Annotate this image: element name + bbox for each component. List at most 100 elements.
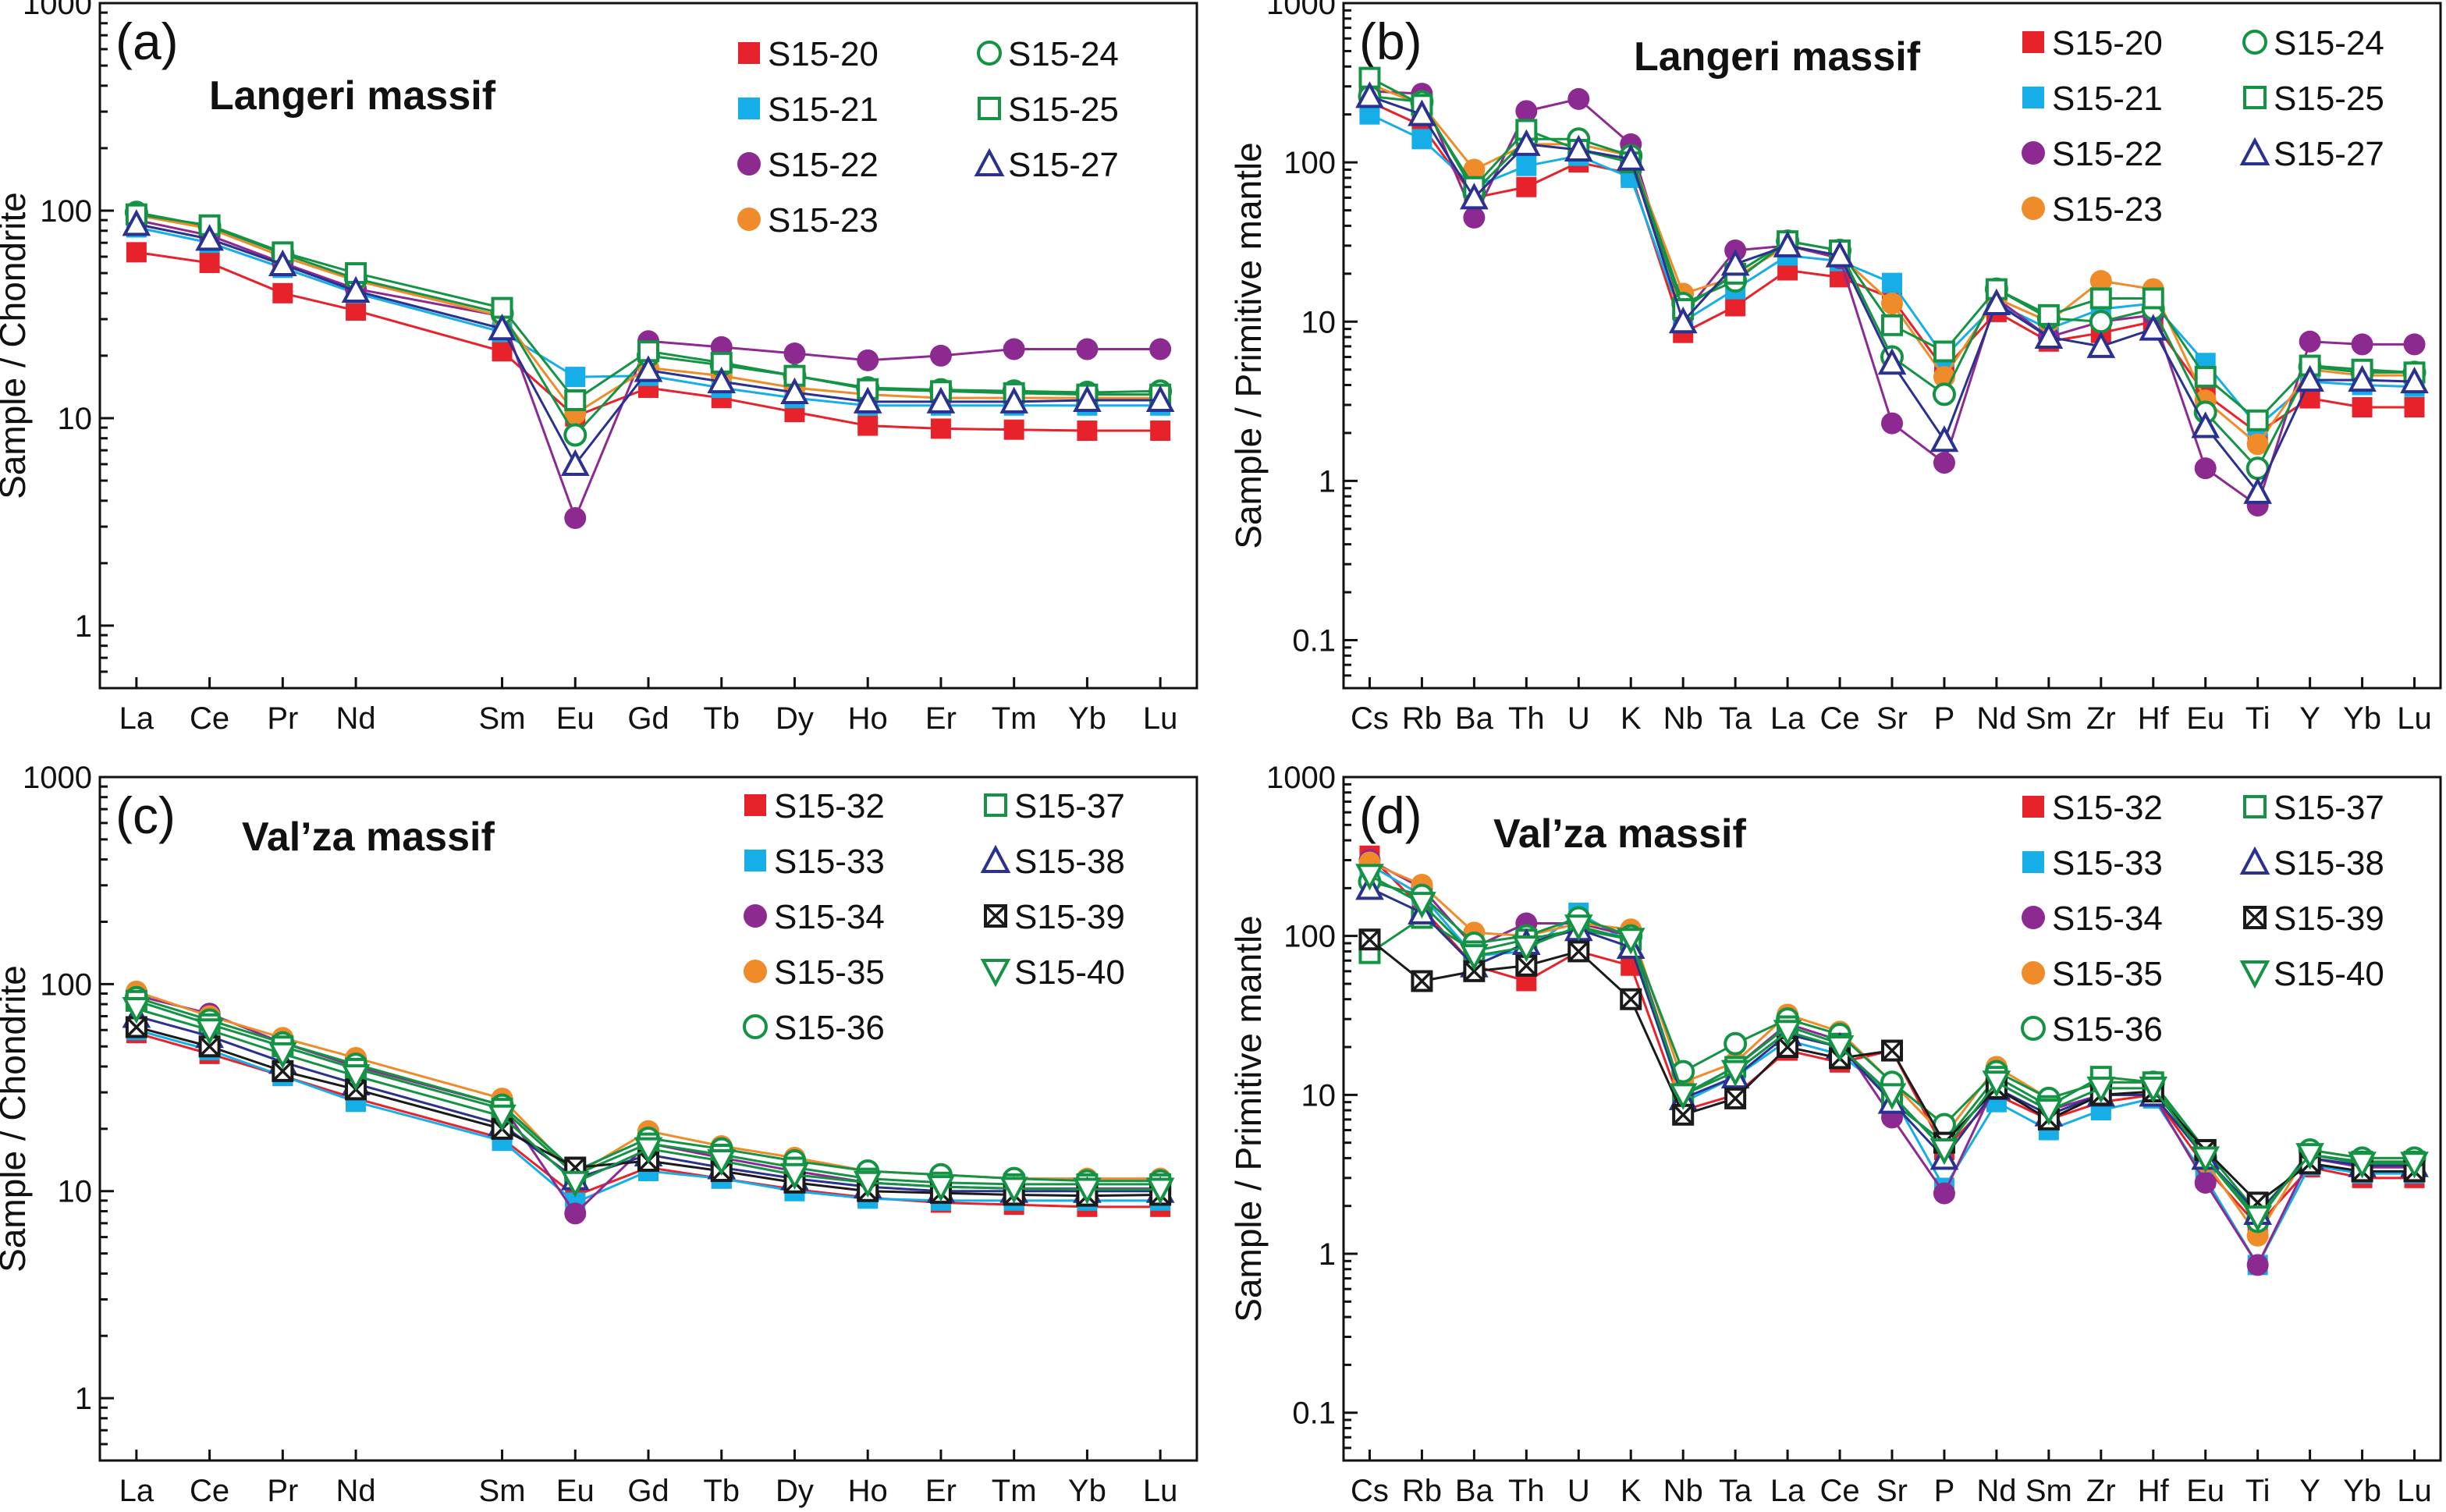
data-point — [929, 344, 952, 367]
x-tick-label: Dy — [776, 701, 814, 736]
data-point — [707, 366, 737, 394]
legend-item: S15-35 — [744, 953, 885, 992]
x-tick-label: Ti — [2245, 1474, 2270, 1508]
y-tick-label: 100 — [1283, 920, 1336, 954]
legend-item: S15-23 — [737, 201, 879, 240]
x-tick-label: Hf — [2138, 701, 2170, 736]
data-point — [2194, 366, 2217, 389]
y-tick-label: 10 — [58, 1175, 93, 1209]
data-point — [2400, 1152, 2429, 1179]
data-point — [1929, 1138, 1959, 1166]
data-point — [857, 415, 879, 436]
data-point — [1076, 338, 1099, 360]
data-point — [1616, 928, 1645, 955]
legend-item: S15-24 — [977, 35, 1119, 73]
data-point — [2299, 330, 2321, 353]
legend-label: S15-25 — [1008, 91, 1119, 129]
data-point — [272, 282, 293, 303]
legend-label: S15-24 — [1008, 35, 1119, 73]
legend-label: S15-36 — [2052, 1010, 2163, 1049]
series-line — [136, 218, 1161, 520]
data-point — [1982, 1070, 2011, 1098]
data-point — [1668, 1083, 1698, 1110]
x-tick-label: Ce — [190, 1474, 229, 1508]
data-point — [1933, 1182, 1955, 1205]
y-tick-label: 10 — [1301, 305, 1337, 339]
series-line — [136, 1007, 1161, 1191]
legend-item: S15-36 — [2021, 1010, 2163, 1049]
x-tick-label: La — [119, 701, 154, 736]
legend-label: S15-33 — [774, 843, 885, 881]
data-point — [2089, 270, 2112, 293]
data-point — [2086, 1076, 2116, 1104]
data-point — [1150, 421, 1171, 442]
x-tick-label: Sm — [479, 1474, 526, 1508]
massif-title: Val’za massif — [242, 815, 495, 860]
legend-item: S15-38 — [2239, 844, 2384, 882]
x-tick-label: Ce — [1819, 701, 1859, 736]
legend-label: S15-23 — [768, 201, 879, 240]
x-tick-label: Ba — [1455, 701, 1494, 736]
data-point — [853, 386, 882, 413]
y-tick-label: 1000 — [23, 0, 92, 21]
data-point — [2034, 321, 2064, 350]
x-tick-label: Sr — [1876, 701, 1908, 736]
data-point — [560, 449, 590, 476]
panel-label: (b) — [1359, 12, 1422, 70]
legend-marker — [984, 793, 1007, 817]
legend-marker — [744, 904, 767, 928]
legend-item: S15-35 — [2022, 955, 2163, 993]
x-tick-label: Ba — [1455, 1474, 1494, 1508]
y-tick-label: 0.1 — [1292, 624, 1336, 658]
data-point — [1564, 134, 1593, 161]
legend-label: S15-25 — [2274, 80, 2384, 118]
x-tick-label: Ta — [1719, 1474, 1752, 1508]
y-axis-label: Sample / Chondrite — [0, 192, 33, 499]
legend-label: S15-40 — [2274, 955, 2384, 993]
data-point — [268, 1042, 297, 1070]
x-tick-label: Th — [1508, 1474, 1545, 1508]
data-point — [1724, 1087, 1747, 1109]
data-point — [1720, 249, 1750, 276]
x-tick-label: Pr — [267, 701, 298, 736]
y-axis-label: Sample / Primitive mantle — [1228, 915, 1269, 1322]
x-tick-label: Sm — [2025, 1474, 2072, 1508]
data-point — [2351, 333, 2373, 356]
x-tick-label: Eu — [2186, 1474, 2224, 1508]
legend-label: S15-27 — [2274, 135, 2384, 173]
data-point — [2352, 397, 2373, 418]
data-point — [1358, 928, 1381, 951]
y-tick-label: 1 — [75, 1382, 92, 1416]
data-point — [346, 300, 367, 321]
chart-panel-3: 1 10 100 1000 La Ce Pr Nd Sm Eu Gd Tb Dy Ho Er Tm Yb Lu Sa… — [0, 761, 1198, 1508]
data-point — [122, 209, 151, 236]
x-tick-label: Dy — [776, 1474, 814, 1508]
legend-label: S15-33 — [2052, 844, 2163, 882]
legend-marker — [980, 959, 1011, 988]
data-point — [564, 389, 587, 411]
legend-label: S15-38 — [2274, 844, 2384, 882]
x-tick-label: Ho — [848, 701, 888, 736]
x-tick-label: Yb — [2343, 1474, 2381, 1508]
data-point — [1516, 155, 1537, 176]
legend-marker — [984, 904, 1007, 928]
data-point — [2089, 310, 2113, 334]
data-point — [1933, 452, 1955, 474]
x-tick-label: K — [1621, 701, 1642, 736]
x-tick-label: Pr — [267, 1474, 298, 1508]
series-line — [136, 1026, 1161, 1198]
data-point — [195, 1018, 224, 1045]
x-tick-label: Ce — [190, 701, 229, 736]
legend-marker — [2239, 960, 2270, 989]
data-point — [930, 418, 951, 439]
data-point — [1668, 307, 1698, 334]
data-point — [1881, 1039, 1903, 1062]
data-point — [565, 367, 586, 388]
y-tick-label: 100 — [1283, 146, 1336, 180]
series-line — [136, 213, 1161, 402]
data-point — [1077, 421, 1098, 442]
x-tick-label: Ta — [1719, 701, 1752, 736]
chart-panel-1: 1 10 100 1000 La Ce Pr Nd Sm Eu Gd Tb Dy Ho Er Tm Yb Lu Sa… — [0, 0, 1198, 736]
legend-item: S15-36 — [743, 1009, 885, 1047]
legend-marker — [2243, 906, 2267, 929]
